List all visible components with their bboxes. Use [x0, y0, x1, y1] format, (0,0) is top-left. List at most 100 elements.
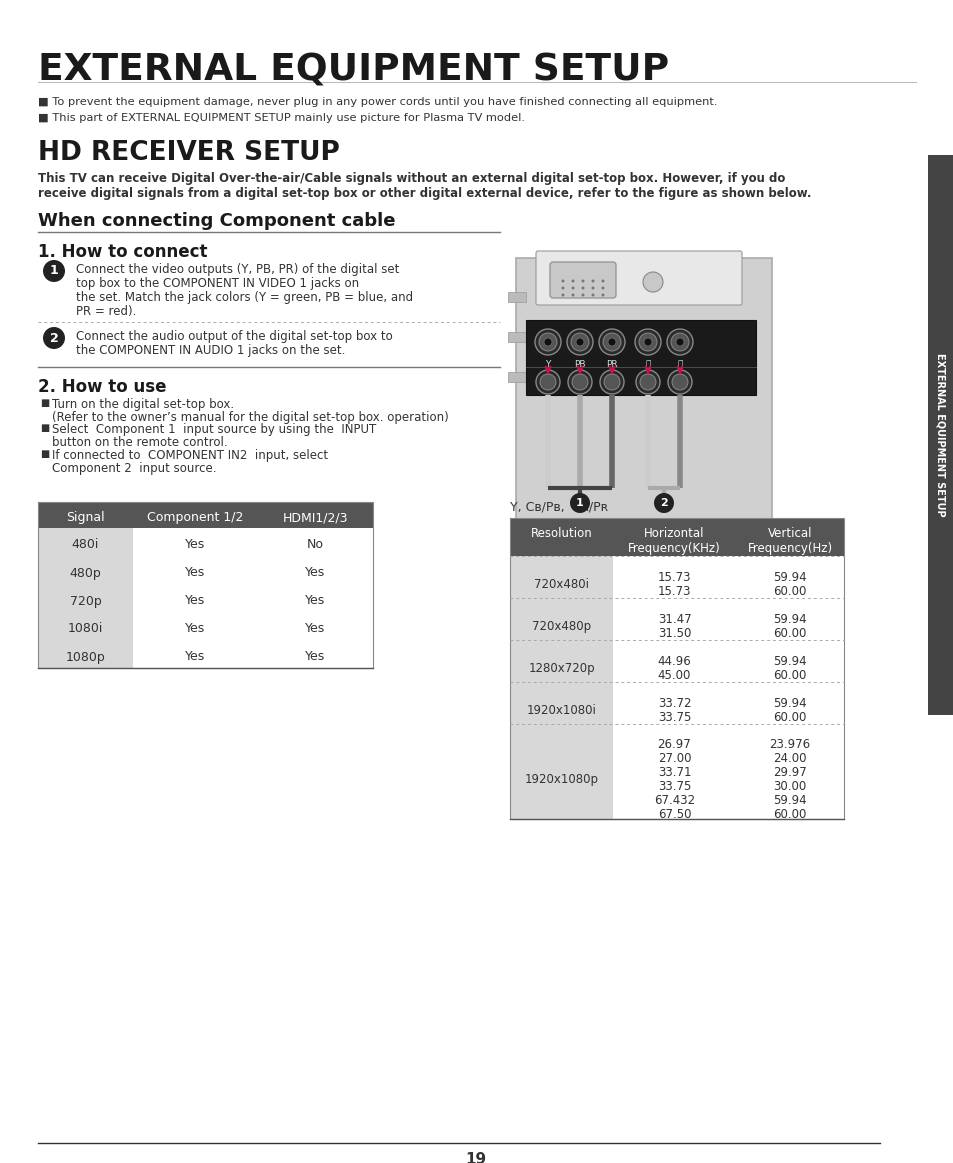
Text: 23.976: 23.976 [769, 737, 810, 750]
Text: ■: ■ [40, 423, 50, 433]
Text: 2: 2 [659, 498, 667, 508]
Circle shape [603, 374, 619, 390]
Circle shape [576, 594, 583, 602]
Text: ■ This part of EXTERNAL EQUIPMENT SETUP mainly use picture for Plasma TV model.: ■ This part of EXTERNAL EQUIPMENT SETUP … [38, 113, 524, 123]
Bar [613, 598, 843, 640]
Circle shape [561, 286, 564, 290]
Circle shape [591, 293, 594, 297]
Text: ■ To prevent the equipment damage, never plug in any power cords until you have : ■ To prevent the equipment damage, never… [38, 97, 717, 107]
Text: 27.00: 27.00 [657, 751, 691, 764]
Bar [507, 372, 525, 381]
Circle shape [543, 594, 552, 602]
Bar [38, 502, 373, 668]
Text: If connected to  COMPONENT IN2  input, select: If connected to COMPONENT IN2 input, sel… [52, 449, 328, 462]
Text: Yes: Yes [305, 594, 325, 607]
Text: HD RECEIVER SETUP: HD RECEIVER SETUP [38, 140, 339, 166]
Text: 29.97: 29.97 [772, 765, 806, 778]
Circle shape [544, 602, 551, 609]
Text: 1: 1 [576, 498, 583, 508]
Circle shape [670, 333, 688, 351]
Circle shape [543, 338, 552, 347]
Text: This TV can receive Digital Over-the-air/Cable signals without an external digit: This TV can receive Digital Over-the-air… [38, 172, 784, 185]
Text: ■: ■ [40, 398, 50, 408]
Text: Frequency(Hz): Frequency(Hz) [746, 542, 832, 555]
Circle shape [536, 370, 559, 394]
Circle shape [644, 602, 650, 609]
Bar [543, 552, 552, 568]
Circle shape [581, 293, 584, 297]
Text: 15.73: 15.73 [657, 571, 691, 584]
Text: EXTERNAL EQUIPMENT SETUP: EXTERNAL EQUIPMENT SETUP [38, 52, 668, 88]
Bar [510, 518, 843, 556]
Text: Select  Component 1  input source by using the  INPUT: Select Component 1 input source by using… [52, 423, 375, 436]
Circle shape [43, 261, 65, 281]
Text: Yes: Yes [305, 566, 325, 579]
Text: Connect the audio output of the digital set-top box to: Connect the audio output of the digital … [76, 330, 393, 343]
Text: Y, Cʙ/Pʙ,  Cʀ/Pʀ: Y, Cʙ/Pʙ, Cʀ/Pʀ [510, 500, 607, 513]
Circle shape [667, 370, 691, 394]
Bar [613, 556, 843, 598]
Bar [672, 558, 686, 583]
Text: 1920x1080p: 1920x1080p [524, 772, 598, 785]
Circle shape [607, 338, 616, 347]
Bar [607, 552, 616, 568]
FancyBboxPatch shape [550, 262, 616, 298]
Text: 1: 1 [50, 264, 58, 278]
Bar [613, 640, 843, 682]
Circle shape [608, 602, 615, 609]
Bar [510, 598, 613, 640]
Text: 59.94: 59.94 [772, 571, 806, 584]
Circle shape [671, 374, 687, 390]
Text: Component 2  input source.: Component 2 input source. [52, 462, 216, 475]
Text: 1920x1080i: 1920x1080i [526, 704, 596, 718]
Text: Component 1/2: Component 1/2 [147, 512, 243, 525]
Circle shape [561, 293, 564, 297]
Text: 2: 2 [50, 331, 58, 344]
Text: 720p: 720p [70, 594, 101, 607]
Bar [38, 528, 132, 556]
Circle shape [639, 333, 657, 351]
Text: Yes: Yes [185, 622, 206, 635]
Text: 1080i: 1080i [68, 622, 103, 635]
Text: button on the remote control.: button on the remote control. [52, 436, 228, 449]
Text: top box to the COMPONENT IN VIDEO 1 jacks on: top box to the COMPONENT IN VIDEO 1 jack… [76, 277, 358, 290]
Bar [525, 528, 758, 608]
Bar [613, 725, 843, 819]
Bar [132, 612, 373, 640]
Circle shape [566, 329, 593, 355]
Text: 67.50: 67.50 [657, 807, 691, 821]
Circle shape [538, 333, 557, 351]
Bar [510, 682, 613, 725]
Bar [576, 552, 583, 568]
Circle shape [601, 286, 604, 290]
Text: 59.94: 59.94 [772, 793, 806, 806]
Bar [540, 558, 555, 583]
Circle shape [666, 329, 692, 355]
Text: ■: ■ [40, 449, 50, 459]
Circle shape [601, 279, 604, 283]
Bar [507, 331, 525, 342]
Circle shape [539, 590, 556, 606]
Circle shape [635, 329, 660, 355]
Text: 15.73: 15.73 [657, 585, 691, 598]
Text: the COMPONENT IN AUDIO 1 jacks on the set.: the COMPONENT IN AUDIO 1 jacks on the se… [76, 344, 345, 357]
Circle shape [598, 329, 624, 355]
Bar [604, 558, 618, 583]
Bar [643, 552, 651, 568]
Circle shape [577, 602, 582, 609]
Text: 67.432: 67.432 [653, 793, 695, 806]
Text: 2. How to use: 2. How to use [38, 378, 167, 395]
Bar [516, 258, 771, 578]
Circle shape [576, 338, 583, 347]
Circle shape [571, 333, 588, 351]
Circle shape [642, 272, 662, 292]
Circle shape [643, 338, 651, 347]
Bar [525, 320, 755, 395]
Bar [613, 682, 843, 725]
Circle shape [676, 338, 683, 347]
Circle shape [567, 370, 592, 394]
Text: 480i: 480i [71, 538, 99, 551]
Text: 60.00: 60.00 [773, 627, 806, 640]
Circle shape [671, 590, 687, 606]
Text: Yes: Yes [185, 594, 206, 607]
